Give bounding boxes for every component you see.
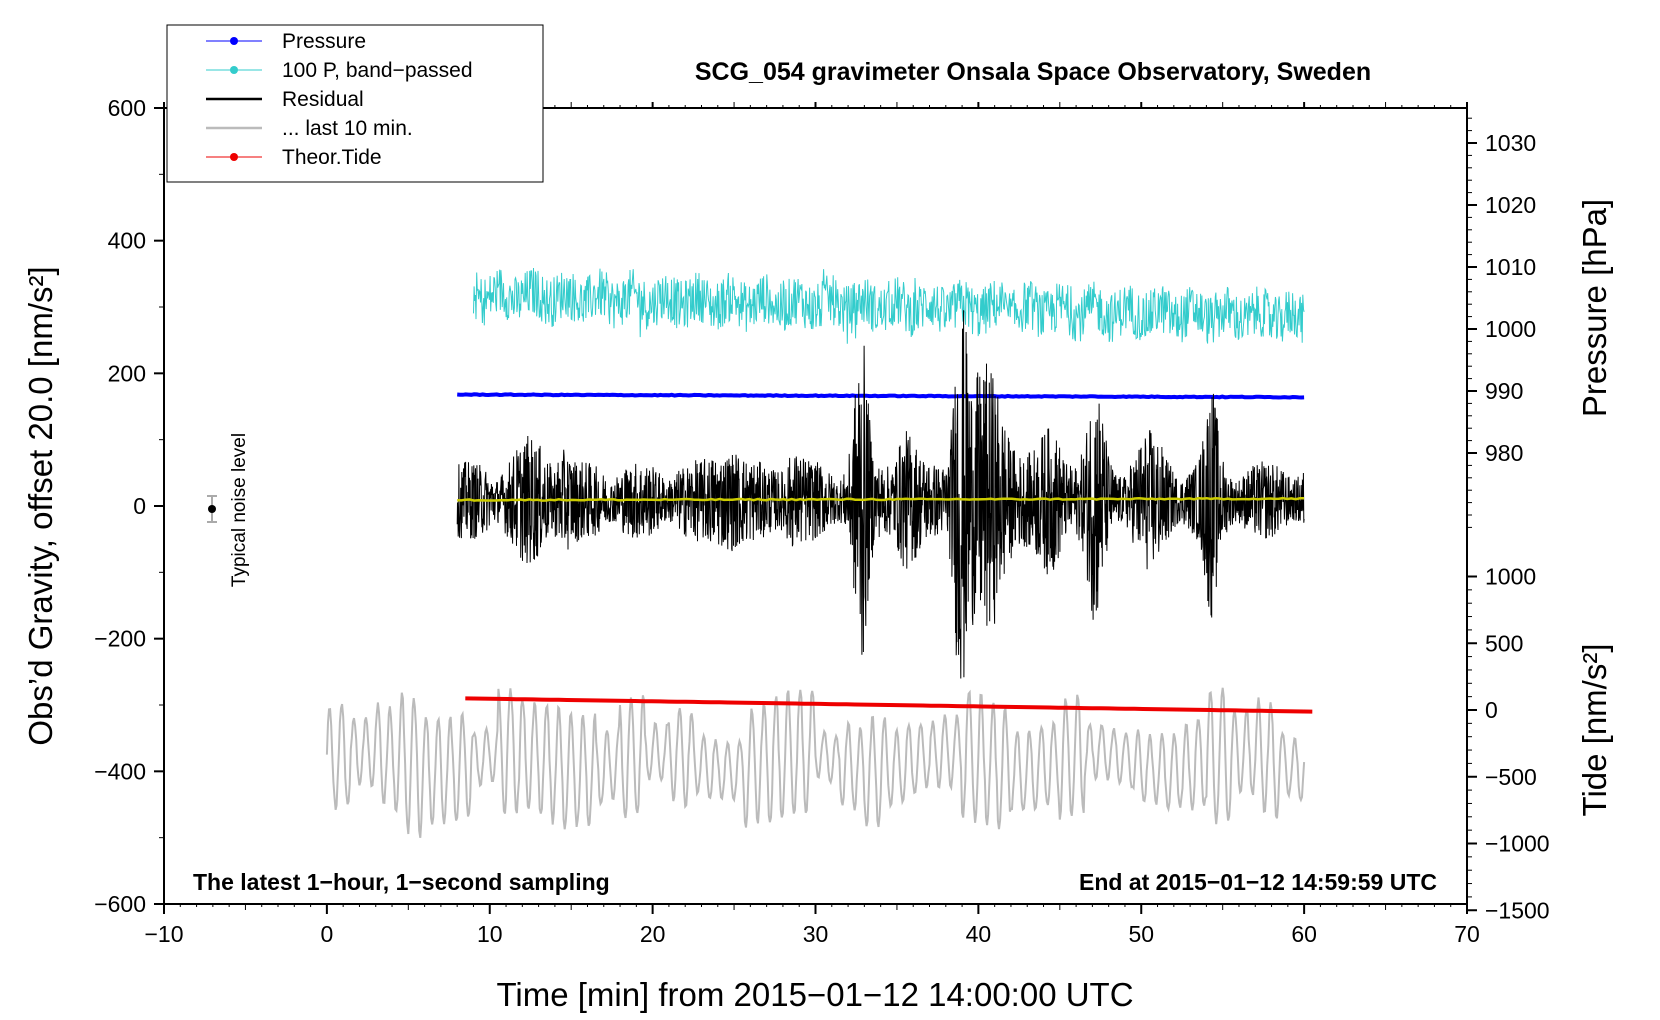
series-residual (456, 310, 1305, 679)
tide-tick-label: −1000 (1485, 831, 1550, 857)
y-axis-title-tide: Tide [nm/s²] (1576, 644, 1613, 817)
x-tick-label: 0 (320, 921, 333, 947)
pressure-tick-label: 980 (1485, 440, 1523, 466)
y-tick-label: 400 (108, 228, 146, 254)
series-band-passed-pressure (473, 267, 1305, 344)
y-axis-title-left: Obs’d Gravity, offset 20.0 [nm/s²] (22, 266, 59, 745)
legend-label: Theor.Tide (282, 146, 382, 169)
pressure-tick-label: 990 (1485, 378, 1523, 404)
x-tick-label: 60 (1291, 921, 1317, 947)
x-tick-label: 70 (1454, 921, 1480, 947)
x-tick-label: 50 (1128, 921, 1154, 947)
pressure-tick-label: 1030 (1485, 130, 1536, 156)
chart-title: SCG_054 gravimeter Onsala Space Observat… (695, 58, 1371, 86)
y-tick-label: 200 (108, 360, 146, 386)
y-tick-label: 0 (133, 493, 146, 519)
legend-box (166, 24, 544, 183)
axes-layer: −10 0 10 20 30 40 50 60 706004002000−200−400−600… (94, 95, 1549, 947)
y-tick-label: 600 (108, 95, 146, 121)
tide-tick-label: −1500 (1485, 897, 1550, 923)
x-tick-label: 30 (803, 921, 829, 947)
legend-label: Residual (282, 88, 364, 111)
series-last-10-min (325, 687, 1306, 838)
series-pressure (457, 392, 1305, 400)
legend-marker (230, 153, 238, 161)
pressure-tick-label: 1000 (1485, 316, 1536, 342)
series-theor-tide (465, 696, 1313, 714)
y-axis-title-pressure: Pressure [hPa] (1576, 199, 1613, 417)
tide-tick-label: 500 (1485, 630, 1523, 656)
noise-point (208, 505, 216, 513)
x-tick-label: 40 (966, 921, 992, 947)
legend: Pressure 100 P, band−passed Residual ... la… (166, 24, 544, 183)
series-layer (325, 267, 1313, 838)
note-right: End at 2015−01−12 14:59:59 UTC (1079, 869, 1437, 895)
x-tick-label: 10 (477, 921, 503, 947)
legend-marker (230, 37, 238, 45)
y-tick-label: −200 (94, 626, 146, 652)
noise-label: Typical noise level (229, 433, 250, 587)
tide-tick-label: 0 (1485, 697, 1498, 723)
y-tick-label: −600 (94, 891, 146, 917)
legend-label: 100 P, band−passed (282, 59, 473, 82)
legend-marker (230, 66, 238, 74)
legend-label: ... last 10 min. (282, 117, 413, 140)
x-tick-label: −10 (144, 921, 183, 947)
x-tick-label: 20 (640, 921, 666, 947)
y-tick-label: −400 (94, 758, 146, 784)
legend-label: Pressure (282, 30, 366, 53)
tide-tick-label: 1000 (1485, 564, 1536, 590)
series-residual-mean (457, 496, 1305, 502)
pressure-tick-label: 1020 (1485, 192, 1536, 218)
pressure-tick-label: 1010 (1485, 254, 1536, 280)
tide-tick-label: −500 (1485, 764, 1537, 790)
x-axis-title: Time [min] from 2015−01−12 14:00:00 UTC (496, 976, 1133, 1013)
note-left: The latest 1−hour, 1−second sampling (193, 869, 610, 895)
noise-marker: Typical noise level (207, 433, 250, 587)
